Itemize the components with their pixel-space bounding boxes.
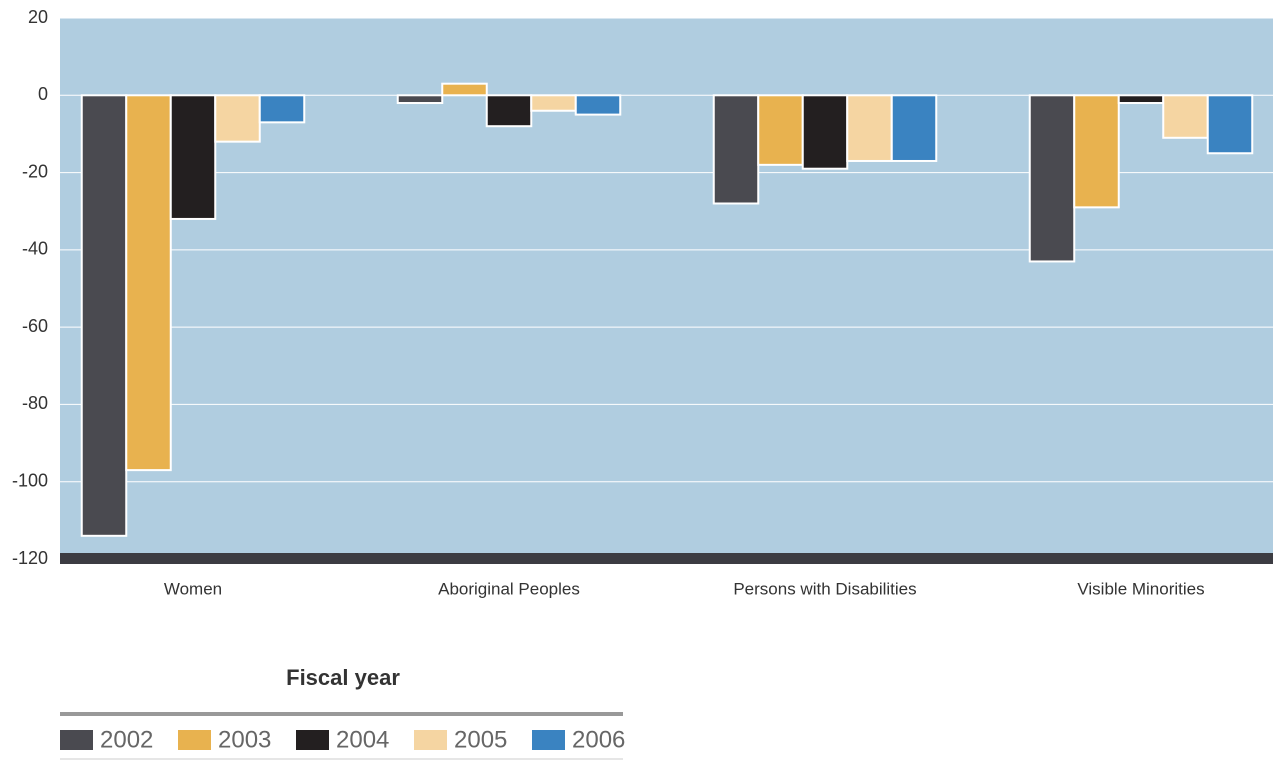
bar <box>258 94 306 124</box>
legend-swatch <box>414 730 447 750</box>
bar <box>890 94 938 162</box>
bar <box>125 94 172 472</box>
bar <box>846 94 893 162</box>
legend-label: 2002 <box>100 726 153 753</box>
legend-label: 2005 <box>454 726 507 753</box>
y-tick-label: -20 <box>22 161 48 181</box>
bar <box>441 82 488 97</box>
bar <box>485 94 533 128</box>
bar <box>396 94 444 105</box>
y-tick-label: -120 <box>12 548 48 568</box>
bar <box>1028 94 1076 263</box>
bar <box>757 94 804 166</box>
bar <box>574 94 622 116</box>
bar <box>80 94 128 537</box>
y-tick-label: -80 <box>22 393 48 413</box>
bar <box>169 94 217 220</box>
x-tick-label: Persons with Disabilities <box>733 579 916 598</box>
legend-title: Fiscal year <box>286 665 400 690</box>
bar <box>801 94 849 170</box>
x-tick-label: Aboriginal Peoples <box>438 579 580 598</box>
legend-swatch <box>296 730 329 750</box>
y-tick-label: -40 <box>22 239 48 259</box>
y-tick-label: 20 <box>28 7 48 27</box>
bar <box>1073 94 1120 209</box>
legend-label: 2004 <box>336 726 389 753</box>
bar <box>214 94 261 143</box>
x-tick-label: Visible Minorities <box>1077 579 1204 598</box>
legend-swatch <box>178 730 211 750</box>
bar <box>1206 94 1254 155</box>
bar <box>712 94 760 205</box>
y-tick-label: -100 <box>12 470 48 490</box>
legend-label: 2006 <box>572 726 625 753</box>
legend-swatch <box>532 730 565 750</box>
bar <box>1117 94 1165 105</box>
legend-label: 2003 <box>218 726 271 753</box>
bar <box>530 94 577 112</box>
y-tick-label: 0 <box>38 84 48 104</box>
bar <box>1162 94 1209 139</box>
y-tick-label: -60 <box>22 316 48 336</box>
x-tick-label: Women <box>164 579 222 598</box>
legend-swatch <box>60 730 93 750</box>
x-axis-bar <box>60 553 1273 564</box>
